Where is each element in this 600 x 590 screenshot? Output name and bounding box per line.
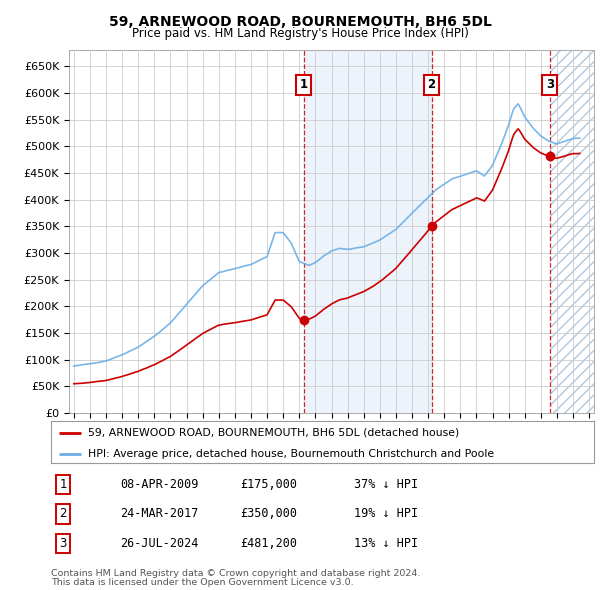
Text: 1: 1 — [59, 478, 67, 491]
Text: £175,000: £175,000 — [240, 478, 297, 491]
Text: 24-MAR-2017: 24-MAR-2017 — [120, 507, 199, 520]
Text: 59, ARNEWOOD ROAD, BOURNEMOUTH, BH6 5DL: 59, ARNEWOOD ROAD, BOURNEMOUTH, BH6 5DL — [109, 15, 491, 29]
Text: 2: 2 — [428, 78, 436, 91]
Text: 3: 3 — [546, 78, 554, 91]
Text: HPI: Average price, detached house, Bournemouth Christchurch and Poole: HPI: Average price, detached house, Bour… — [88, 449, 494, 459]
Text: £350,000: £350,000 — [240, 507, 297, 520]
Text: 2: 2 — [59, 507, 67, 520]
Text: 08-APR-2009: 08-APR-2009 — [120, 478, 199, 491]
Bar — [550, 50, 594, 413]
Text: 3: 3 — [59, 537, 67, 550]
Text: 26-JUL-2024: 26-JUL-2024 — [120, 537, 199, 550]
Text: Price paid vs. HM Land Registry's House Price Index (HPI): Price paid vs. HM Land Registry's House … — [131, 27, 469, 40]
Text: 13% ↓ HPI: 13% ↓ HPI — [354, 537, 418, 550]
Bar — [304, 50, 431, 413]
Text: 19% ↓ HPI: 19% ↓ HPI — [354, 507, 418, 520]
Text: 37% ↓ HPI: 37% ↓ HPI — [354, 478, 418, 491]
Bar — [550, 50, 594, 413]
Text: £481,200: £481,200 — [240, 537, 297, 550]
Text: 59, ARNEWOOD ROAD, BOURNEMOUTH, BH6 5DL (detached house): 59, ARNEWOOD ROAD, BOURNEMOUTH, BH6 5DL … — [88, 428, 459, 438]
Text: 1: 1 — [299, 78, 308, 91]
Text: Contains HM Land Registry data © Crown copyright and database right 2024.: Contains HM Land Registry data © Crown c… — [51, 569, 421, 578]
Text: This data is licensed under the Open Government Licence v3.0.: This data is licensed under the Open Gov… — [51, 578, 353, 588]
